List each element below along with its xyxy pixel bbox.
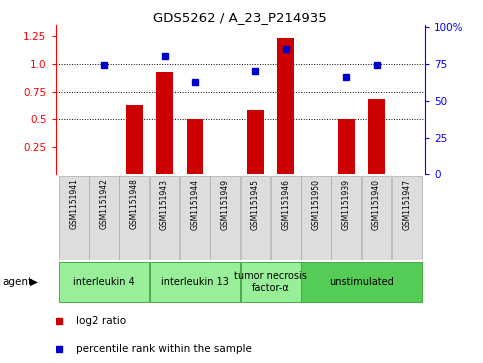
Bar — [156, 72, 173, 174]
Text: GSM1151950: GSM1151950 — [312, 179, 321, 229]
Bar — [301, 176, 331, 260]
Bar — [241, 176, 270, 260]
Text: agent: agent — [2, 277, 32, 287]
Bar — [362, 176, 391, 260]
Text: log2 ratio: log2 ratio — [76, 316, 126, 326]
Title: GDS5262 / A_23_P214935: GDS5262 / A_23_P214935 — [154, 11, 327, 24]
Text: tumor necrosis
factor-α: tumor necrosis factor-α — [234, 272, 307, 293]
Text: GSM1151947: GSM1151947 — [402, 179, 412, 229]
Text: interleukin 4: interleukin 4 — [73, 277, 135, 287]
Bar — [392, 176, 422, 260]
Bar — [368, 99, 385, 174]
Bar — [150, 262, 240, 302]
Text: GSM1151939: GSM1151939 — [342, 179, 351, 229]
Bar — [241, 262, 300, 302]
Text: GSM1151943: GSM1151943 — [160, 179, 169, 229]
Text: GSM1151948: GSM1151948 — [130, 179, 139, 229]
Text: GSM1151946: GSM1151946 — [281, 179, 290, 229]
Bar — [119, 176, 149, 260]
Bar — [271, 176, 300, 260]
Text: GSM1151944: GSM1151944 — [190, 179, 199, 229]
Text: GSM1151942: GSM1151942 — [99, 179, 109, 229]
Text: GSM1151945: GSM1151945 — [251, 179, 260, 229]
Bar — [301, 262, 422, 302]
Text: percentile rank within the sample: percentile rank within the sample — [76, 344, 252, 354]
Bar — [338, 119, 355, 174]
Text: interleukin 13: interleukin 13 — [161, 277, 229, 287]
Bar — [210, 176, 240, 260]
Bar — [150, 176, 179, 260]
Bar — [59, 262, 149, 302]
Text: GSM1151940: GSM1151940 — [372, 179, 381, 229]
Text: unstimulated: unstimulated — [329, 277, 394, 287]
Bar — [180, 176, 210, 260]
Bar — [59, 176, 88, 260]
Text: GSM1151949: GSM1151949 — [221, 179, 229, 229]
Bar — [277, 37, 294, 174]
Text: ▶: ▶ — [30, 277, 38, 287]
Bar — [186, 119, 203, 174]
Bar — [331, 176, 361, 260]
Bar — [247, 110, 264, 174]
Bar — [89, 176, 119, 260]
Bar — [126, 105, 142, 174]
Text: GSM1151941: GSM1151941 — [69, 179, 78, 229]
